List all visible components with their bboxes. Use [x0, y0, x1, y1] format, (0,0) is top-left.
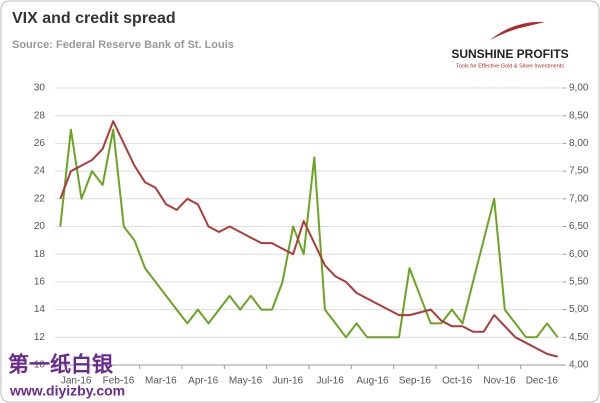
- x-tick-label: Oct-16: [442, 376, 472, 387]
- y2-tick-label: 5,00: [569, 304, 589, 315]
- y2-tick-label: 4,50: [569, 332, 589, 343]
- y2-tick-label: 7,00: [569, 193, 589, 204]
- x-tick-label: Dec-16: [526, 376, 559, 387]
- x-tick-label: May-16: [229, 376, 263, 387]
- chart-subtitle: Source: Federal Reserve Bank of St. Loui…: [12, 39, 234, 51]
- y-tick-label: 30: [34, 83, 46, 94]
- y-tick-label: 24: [34, 166, 46, 177]
- y-tick-label: 28: [34, 110, 46, 121]
- y2-tick-label: 7,50: [569, 166, 589, 177]
- data-line: [59, 120, 558, 358]
- data-line: [59, 128, 559, 339]
- y2-tick-label: 6,00: [569, 249, 589, 260]
- chart-title: VIX and credit spread: [12, 10, 176, 27]
- y2-tick-label: 8,50: [569, 110, 589, 121]
- x-tick-label: Aug-16: [356, 376, 389, 387]
- y2-tick-label: 8,00: [569, 138, 589, 149]
- y2-tick-label: 4,00: [569, 360, 589, 371]
- y-tick-label: 10: [34, 360, 46, 371]
- watermark-url: www.diyizby.com: [9, 383, 125, 399]
- x-tick-label: Jan-16: [61, 376, 92, 387]
- y-tick-label: 20: [34, 221, 46, 232]
- x-tick-label: Apr-16: [188, 376, 218, 387]
- watermark-name: 第一纸白银: [8, 353, 114, 377]
- y-tick-label: 12: [34, 332, 46, 343]
- y-tick-label: 18: [34, 249, 46, 260]
- logo-name: SUNSHINE PROFITS: [451, 47, 568, 61]
- y-tick-label: 16: [34, 277, 46, 288]
- logo-tagline: Tools for Effective Gold & Silver Invest…: [456, 63, 564, 69]
- x-tick-label: Jun-16: [273, 376, 304, 387]
- y-tick-label: 14: [34, 304, 46, 315]
- y2-tick-label: 9,00: [569, 83, 589, 94]
- y2-tick-label: 5,50: [569, 277, 589, 288]
- x-tick-label: Jul-16: [317, 376, 345, 387]
- x-tick-label: Feb-16: [103, 376, 135, 387]
- y-tick-label: 22: [34, 193, 46, 204]
- y-tick-label: 26: [34, 138, 46, 149]
- x-tick-label: Sep-16: [399, 376, 432, 387]
- x-tick-label: Mar-16: [145, 376, 177, 387]
- y2-tick-label: 6,50: [569, 221, 589, 232]
- x-tick-label: Nov-16: [483, 376, 516, 387]
- logo-icon: [490, 21, 545, 40]
